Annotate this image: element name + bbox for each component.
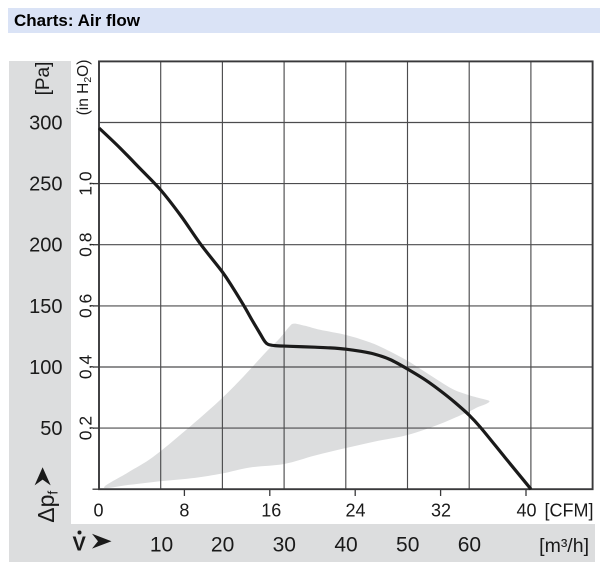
svg-text:0,2: 0,2 (76, 416, 96, 440)
svg-text:V: V (73, 533, 87, 555)
svg-text:[CFM]: [CFM] (545, 501, 594, 521)
svg-text:0: 0 (93, 501, 103, 521)
svg-text:40: 40 (334, 534, 357, 557)
svg-text:0,6: 0,6 (76, 294, 96, 318)
svg-text:20: 20 (211, 534, 234, 557)
svg-text:1,0: 1,0 (76, 171, 96, 196)
svg-text:Δpf: Δpf (33, 491, 61, 523)
svg-text:300: 300 (29, 113, 62, 135)
svg-text:50: 50 (396, 534, 419, 557)
svg-text:0,4: 0,4 (76, 355, 96, 380)
svg-text:250: 250 (29, 174, 62, 196)
svg-text:[Pa]: [Pa] (33, 62, 54, 96)
svg-text:8: 8 (179, 501, 189, 521)
svg-text:24: 24 (345, 501, 365, 521)
svg-text:[m³/h]: [m³/h] (539, 535, 589, 557)
svg-text:10: 10 (150, 534, 173, 557)
svg-text:32: 32 (431, 501, 451, 521)
svg-text:100: 100 (29, 357, 62, 379)
svg-text:50: 50 (40, 418, 62, 440)
svg-text:30: 30 (273, 534, 296, 557)
svg-text:150: 150 (29, 296, 62, 318)
svg-text:16: 16 (261, 501, 281, 521)
svg-text:(in H2O): (in H2O) (75, 60, 94, 116)
svg-text:60: 60 (458, 534, 481, 557)
svg-text:40: 40 (516, 501, 536, 521)
svg-text:0,8: 0,8 (76, 233, 96, 257)
svg-text:200: 200 (29, 235, 62, 257)
